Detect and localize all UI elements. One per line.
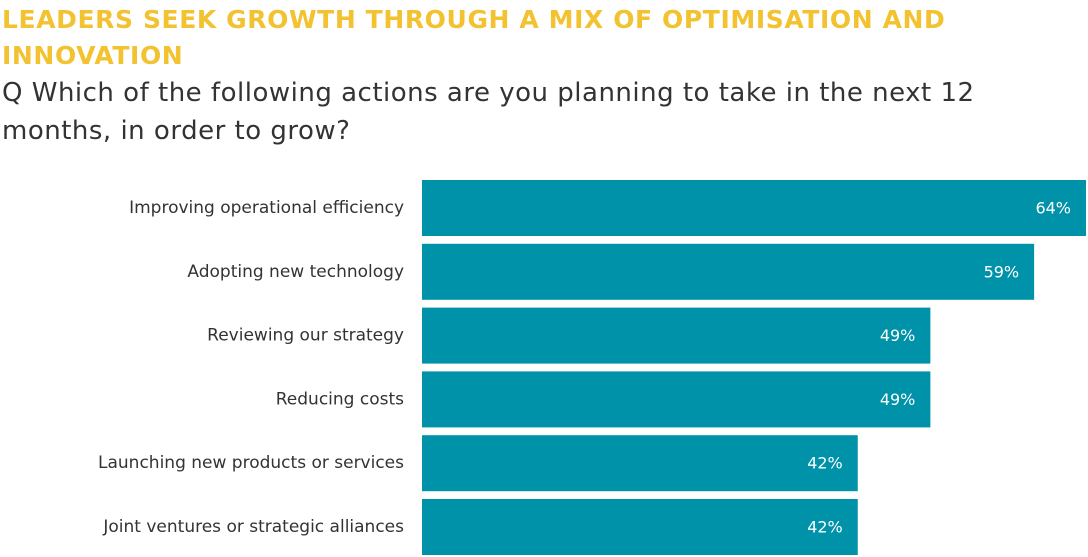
category-label: Joint ventures or strategic alliances [102,517,404,537]
bar-4 [422,371,931,428]
category-label: Reducing costs [276,389,404,409]
value-label: 42% [807,518,843,537]
value-label: 59% [984,262,1020,281]
category-label: Reviewing our strategy [207,326,404,346]
category-label: Improving operational efficiency [129,198,404,218]
bar-3 [422,307,931,364]
value-label: 49% [880,326,916,345]
value-label: 64% [1035,199,1071,218]
bar-1 [422,180,1086,236]
bar-6 [422,499,858,555]
survey-question: Q Which of the following actions are you… [2,78,975,146]
category-label: Launching new products or services [98,453,404,473]
bar-5 [422,435,858,492]
bar-2 [422,243,1035,300]
value-label: 49% [880,390,916,409]
category-label: Adopting new technology [187,262,404,282]
value-label: 42% [807,454,843,473]
chart-title: LEADERS SEEK GROWTH THROUGH A MIX OF OPT… [2,5,946,70]
